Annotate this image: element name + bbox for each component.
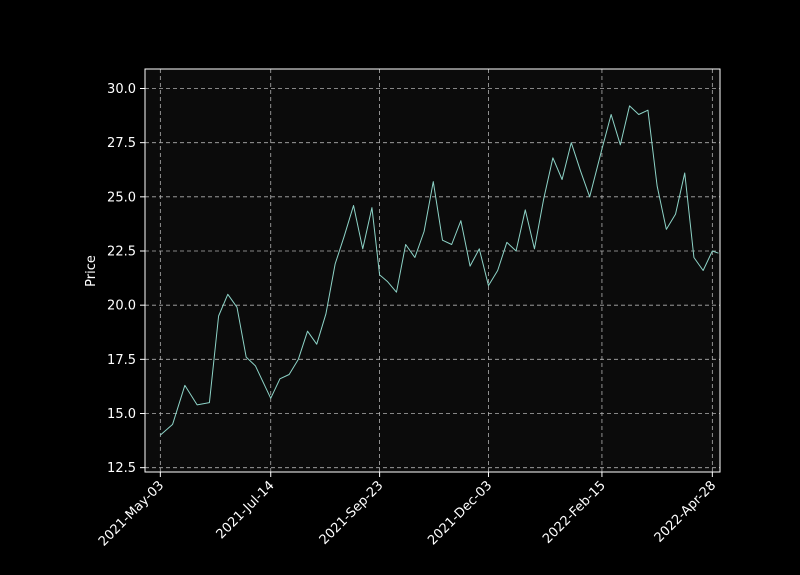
- y-tick-label: 22.5: [107, 245, 136, 260]
- y-tick-label: 30.0: [107, 82, 136, 97]
- plot-frame: [144, 68, 721, 473]
- y-tick-label: 12.5: [107, 461, 136, 476]
- plot-area: [145, 69, 720, 472]
- y-tick-label: 25.0: [107, 190, 136, 205]
- y-axis-title: Price: [84, 255, 99, 287]
- grid-lines: [145, 69, 720, 472]
- series-layer: [159, 105, 719, 436]
- series-line: [159, 105, 719, 436]
- y-tick-label: 27.5: [107, 136, 136, 151]
- y-tick-label: 15.0: [107, 407, 136, 422]
- y-tick-label: 17.5: [107, 353, 136, 368]
- y-tick-label: 20.0: [107, 299, 136, 314]
